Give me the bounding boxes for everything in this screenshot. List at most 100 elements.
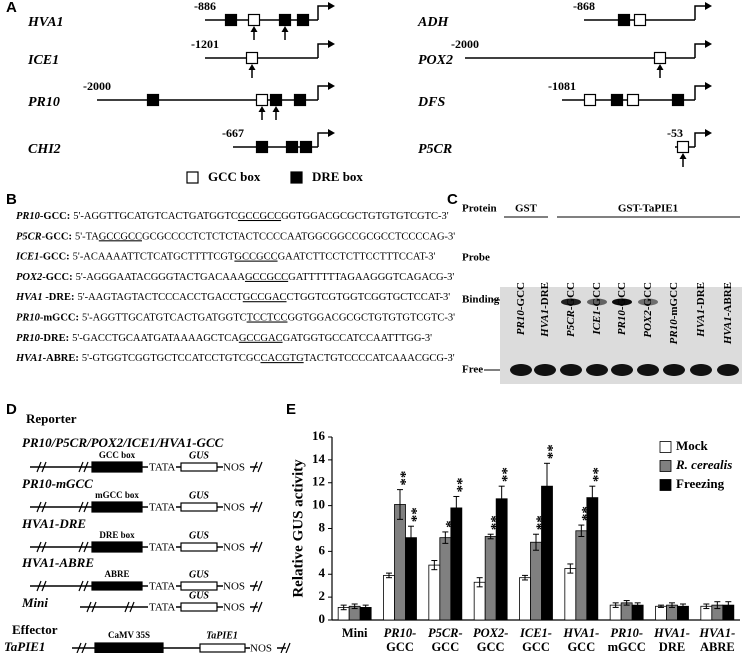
text-part: P5CR [565,310,577,337]
x-tick-label: HVA1- [698,626,735,640]
free-band [534,364,556,376]
error-bar [612,602,619,608]
text-part: 5'-ACAAAATTCTCATGCTTTTCGT [73,252,235,263]
gcc-box [626,93,640,107]
error-bar [623,600,630,606]
error-bar [386,572,392,579]
arrow-head [705,129,712,137]
lane-label: PR10-mGCC [668,282,680,344]
arrow-head [328,129,335,137]
text-part: GCCGCC [99,232,142,243]
break-mark [91,601,97,613]
element-box [91,581,143,591]
significance: ** [540,444,556,459]
tata-label: TATA [149,581,175,593]
x-tick-label: GCC [477,640,505,653]
arrow-head [248,64,256,70]
x-tick-label: Mini [342,626,368,640]
text-part: 5'-AGGGAATACGGGTACTGACAAA [76,272,246,283]
x-tick-label: mGCC [608,640,646,653]
construct-title: HVA1-ABRE [21,555,94,570]
text-part: -GCC: [42,232,72,243]
significance: ** [585,467,601,482]
y-tick-label: 12 [312,474,325,489]
construct-title: TaPIE1 [4,639,45,653]
error-bar [498,485,505,512]
arrow-head [281,26,289,32]
binding-band [561,298,581,306]
box-label: TaPIE1 [206,630,238,641]
text-part: 5'-TA [75,232,99,243]
y-tick-label: 0 [319,611,326,626]
bar [473,581,486,621]
text-part: GCCGAC [243,293,287,304]
gcc-box [676,140,690,154]
error-bar [442,531,449,544]
dre-box [285,140,299,154]
tss-arrow [694,85,706,100]
x-tick-label: PR10- [610,626,643,640]
row-label: Binding [462,294,500,306]
bar [519,577,531,621]
text-part: -GCC [616,282,628,310]
y-tick-label: 10 [312,497,325,512]
break-mark [252,461,258,473]
break-mark [78,501,84,513]
free-band [717,364,739,376]
error-bar [589,485,596,510]
significance: ** [574,506,590,521]
break-mark [41,461,47,473]
text-part: -GCC [642,282,654,310]
error-bar [476,577,483,588]
tata-label: TATA [149,602,175,614]
bar [564,568,577,621]
gus-box [180,542,218,552]
error-bar [533,533,539,551]
significance: ** [393,471,409,486]
bar [405,537,417,621]
text-part: GATGGTGCCATCCAATTTGG-3' [283,333,433,344]
break-mark [41,580,47,592]
y-tick-label: 6 [319,542,326,557]
break-mark [76,642,82,653]
text-part: GCCGCC [245,272,288,283]
break-mark [36,580,42,592]
nos-label: NOS [223,602,245,614]
error-bar [431,560,438,571]
tss-arrow [317,43,329,58]
lane-label: ICE1-GCC [591,282,603,336]
dre-box [146,93,160,107]
gus-label: GUS [189,590,209,601]
text-part: POX2 [642,310,654,338]
bar [495,498,508,621]
free-band [560,364,582,376]
gene-name: P5CR [418,142,452,157]
start-position: -868 [573,0,595,13]
gus-label: GUS [189,490,209,501]
section-label: Effector [12,622,58,637]
construct-title: PR10-mGCC [22,476,93,491]
sequence-row: ICE1-GCC: 5'-ACAAAATTCTCATGCTTTTCGTGCCGCC… [15,252,436,263]
legend-text: DRE box [312,169,363,184]
start-position: -2000 [83,79,111,93]
panel-letter: E [286,401,296,418]
text-part: -ABRE: [43,354,79,365]
break-mark [124,601,130,613]
box-label: mGCC box [95,490,139,500]
text-part: -GCC: [42,272,72,283]
y-tick-label: 8 [319,519,326,534]
sequence-row: PR10-GCC: 5'-AGGTTGCATGTCACTGATGGTCGCCGCC… [16,211,449,222]
text-part: PR10 [668,319,680,345]
start-position: -1081 [548,79,576,93]
text-part: -DRE [695,282,707,309]
gus-box [180,462,218,472]
tss-arrow [317,5,329,20]
text-part: HVA1 [15,354,43,365]
text-part: GCCGAC [239,333,283,344]
row-label: Probe [462,252,490,264]
break-mark [252,501,258,513]
break-mark [257,501,263,513]
text-part: HVA1 [695,309,707,338]
dre-box [610,93,624,107]
